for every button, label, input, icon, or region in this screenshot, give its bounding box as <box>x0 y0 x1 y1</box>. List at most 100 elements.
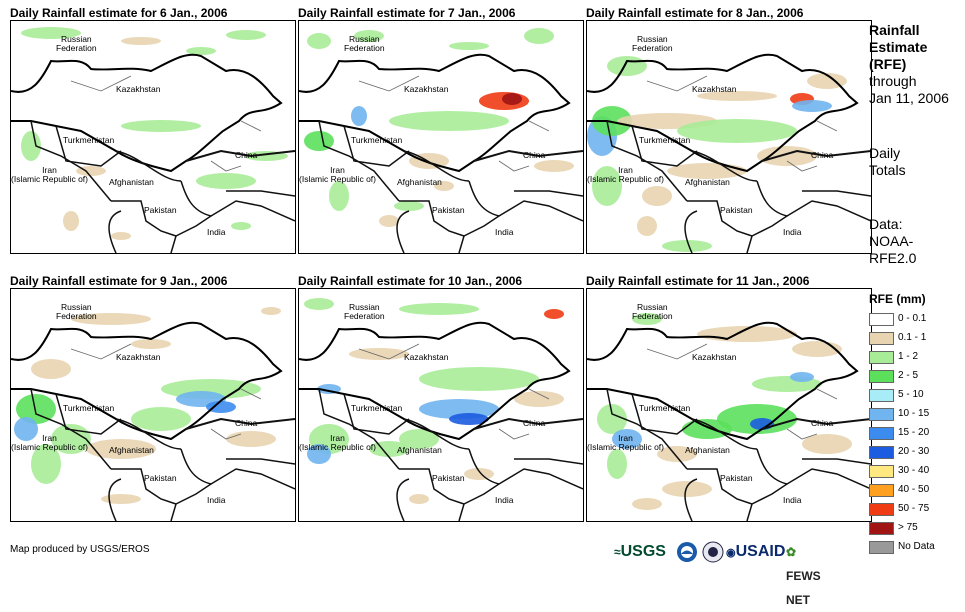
legend-swatch <box>869 427 894 440</box>
country-label-kazakhstan: Kazakhstan <box>404 352 449 362</box>
rainfall-area <box>394 201 424 211</box>
province-border <box>210 428 242 440</box>
noaa-label: NOAA- <box>869 233 914 249</box>
rainfall-area <box>307 444 331 464</box>
country-border <box>299 321 571 441</box>
country-label-turkmenistan: Turkmenistan <box>639 403 691 413</box>
usaid-logo: ◉USAID <box>726 543 786 560</box>
country-label-pakistan: Pakistan <box>144 473 177 483</box>
rainfall-map: Russian Federation Kazakhstan Turkmenistan… <box>298 20 584 254</box>
through-label: through <box>869 73 917 89</box>
province-border <box>498 160 530 172</box>
doc-seal-logo <box>702 540 724 564</box>
rainfall-area <box>307 33 331 49</box>
province-border <box>786 428 818 440</box>
usaid-seal-icon: ◉ <box>726 547 736 559</box>
country-border <box>746 448 789 521</box>
legend-item: 20 - 30 <box>869 444 961 463</box>
data-source: Data: NOAA- RFE2.0 <box>869 216 916 267</box>
rainfall-area <box>21 27 81 39</box>
rfe-title-line1: Rainfall <box>869 22 920 38</box>
rainfall-area <box>101 494 141 504</box>
country-label-afghanistan: Afghanistan <box>397 177 442 187</box>
legend-swatch <box>869 465 894 478</box>
rainfall-area <box>226 431 276 447</box>
country-label-pakistan: Pakistan <box>720 205 753 215</box>
rainfall-area <box>612 429 642 449</box>
country-border <box>30 120 112 202</box>
rainfall-area <box>71 313 151 325</box>
country-label-india: India <box>783 227 802 237</box>
legend-item: 1 - 2 <box>869 349 961 368</box>
rainfall-area <box>637 216 657 236</box>
country-label-india: India <box>207 495 226 505</box>
country-border <box>185 417 295 430</box>
country-border <box>498 468 583 490</box>
country-label-iran: Iran (Islamic Republic of) <box>299 165 376 184</box>
rfe-title-line3: (RFE) <box>869 56 907 72</box>
country-label-afghanistan: Afghanistan <box>109 177 154 187</box>
legend-label: 10 - 15 <box>898 408 930 419</box>
map-canvas <box>11 307 295 521</box>
country-border <box>226 458 295 465</box>
legend-swatch <box>869 541 894 554</box>
country-border <box>761 417 871 430</box>
country-label-turkmenistan: Turkmenistan <box>63 135 115 145</box>
totals-label: Totals <box>869 162 906 178</box>
country-border <box>684 478 698 521</box>
rainfall-area <box>419 367 539 391</box>
country-label-kazakhstan: Kazakhstan <box>116 84 161 94</box>
country-label-pakistan: Pakistan <box>720 473 753 483</box>
province-border <box>70 75 132 92</box>
through-date: Jan 11, 2006 <box>869 90 949 106</box>
rainfall-area <box>667 163 747 179</box>
legend: 0 - 0.1 0.1 - 1 1 - 2 2 - 5 5 - 10 10 - 15 15 … <box>869 311 961 558</box>
noaa-seal-icon <box>677 542 697 562</box>
rainfall-area <box>349 348 409 360</box>
country-label-india: India <box>207 227 226 237</box>
rainfall-area <box>597 404 627 434</box>
rainfall-area <box>231 222 251 230</box>
rainfall-area <box>514 391 564 407</box>
country-border <box>210 468 295 490</box>
country-border <box>30 388 112 470</box>
country-border <box>115 150 182 182</box>
country-label-iran: Iran (Islamic Republic of) <box>587 433 664 452</box>
fews-globe-icon: ✿ <box>786 545 797 559</box>
legend-label: 0.1 - 1 <box>898 332 927 343</box>
country-label-turkmenistan: Turkmenistan <box>351 403 403 413</box>
country-border <box>318 388 400 470</box>
rainfall-area <box>607 449 627 479</box>
province-border <box>646 75 708 92</box>
country-border <box>514 458 583 465</box>
country-border <box>11 53 283 173</box>
fews-logo: ✿ FEWS NET <box>786 545 821 607</box>
rainfall-area <box>76 166 106 176</box>
country-label-iran: Iran (Islamic Republic of) <box>11 433 88 452</box>
country-label-china: China <box>523 418 546 428</box>
country-border <box>746 180 789 253</box>
country-label-russia: Russian Federation <box>56 34 97 53</box>
country-label-pakistan: Pakistan <box>144 205 177 215</box>
noaa-logo <box>676 540 698 564</box>
country-border <box>687 200 753 237</box>
daily-label: Daily <box>869 145 901 161</box>
province-border <box>358 75 420 92</box>
country-label-china: China <box>235 418 258 428</box>
country-label-india: India <box>495 495 514 505</box>
rfe-version-label: RFE2.0 <box>869 250 917 266</box>
country-border <box>473 149 583 162</box>
rainfall-area <box>399 303 479 315</box>
rainfall-area <box>632 313 662 325</box>
country-label-turkmenistan: Turkmenistan <box>63 403 115 413</box>
rainfall-area <box>534 160 574 172</box>
legend-swatch <box>869 408 894 421</box>
panel-title: Daily Rainfall estimate for 8 Jan., 2006 <box>586 6 804 20</box>
rainfall-area <box>86 439 156 459</box>
panel-title: Daily Rainfall estimate for 6 Jan., 2006 <box>10 6 228 20</box>
rainfall-area <box>697 91 777 101</box>
country-border <box>55 125 122 167</box>
country-border <box>687 468 753 505</box>
rainfall-area <box>131 407 191 431</box>
map-canvas <box>299 28 583 253</box>
